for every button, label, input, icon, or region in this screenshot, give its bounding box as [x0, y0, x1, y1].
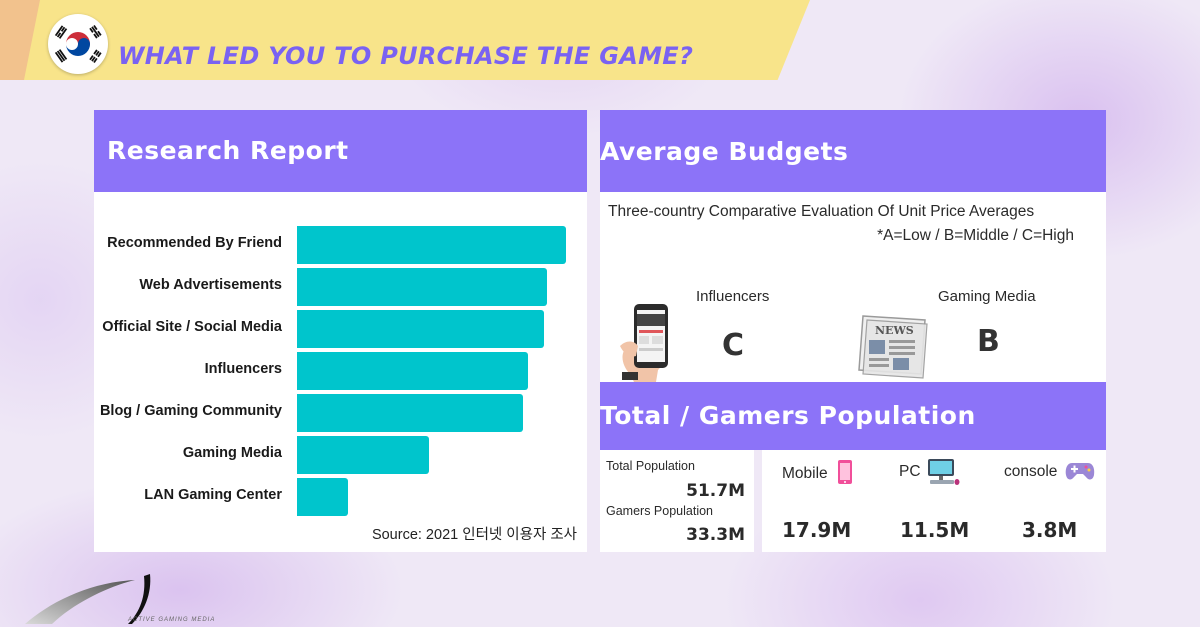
bar — [297, 436, 429, 474]
research-report-header: Research Report — [94, 110, 587, 192]
pc-label: PC — [899, 463, 921, 480]
gaming-media-label: Gaming Media — [938, 288, 1036, 305]
gaming-media-grade: B — [977, 324, 1000, 359]
influencers-label: Influencers — [696, 288, 770, 305]
average-budgets-body: Three-country Comparative Evaluation Of … — [600, 192, 1106, 382]
console-value: 3.8M — [1022, 518, 1078, 542]
smartphone-in-hand-icon — [612, 300, 678, 382]
bar — [297, 268, 548, 306]
bar-category-label: LAN Gaming Center — [144, 487, 282, 503]
mobile-phone-icon — [837, 459, 853, 485]
population-header: Total / Gamers Population — [600, 382, 1106, 450]
bar-category-label: Official Site / Social Media — [102, 319, 282, 335]
bar — [297, 478, 349, 516]
average-budgets-title: Average Budgets — [600, 137, 849, 166]
budgets-legend: *A=Low / B=Middle / C=High — [877, 227, 1074, 244]
bar-row: Gaming Media — [94, 436, 584, 474]
gamers-population-value: 33.3M — [686, 525, 745, 545]
title-band-accent — [0, 0, 40, 80]
total-population-value: 51.7M — [686, 481, 745, 501]
bar-row: Web Advertisements — [94, 268, 584, 306]
bar — [297, 394, 523, 432]
mobile-label: Mobile — [782, 465, 828, 482]
brand-name: ACTIVE GAMING MEDIA — [128, 617, 216, 623]
influencers-grade: C — [722, 328, 745, 363]
page-title: WHAT LED YOU TO PURCHASE THE GAME? — [118, 42, 694, 70]
population-platforms-card: Mobile 17.9M PC 11.5M console 3.8M — [762, 450, 1106, 552]
bar-row: Influencers — [94, 352, 584, 390]
pc-computer-icon — [926, 458, 960, 486]
bar-category-label: Influencers — [204, 361, 282, 377]
bar-row: Official Site / Social Media — [94, 310, 584, 348]
bar-row: LAN Gaming Center — [94, 478, 584, 516]
bar-chart: Recommended By Friend Web Advertisements O… — [94, 226, 587, 516]
bar-category-label: Gaming Media — [182, 445, 282, 461]
population-totals-card: Total Population 51.7M Gamers Population… — [600, 450, 754, 552]
average-budgets-header: Average Budgets — [600, 110, 1106, 192]
research-report-title: Research Report — [107, 136, 349, 165]
south-korea-flag-icon — [48, 14, 108, 74]
bar — [297, 226, 566, 264]
bar — [297, 352, 529, 390]
source-note: Source: 2021 인터넷 이용자 조사 — [371, 527, 577, 543]
population-title: Total / Gamers Population — [600, 401, 976, 430]
bar-row: Recommended By Friend — [94, 226, 584, 264]
bar-row: Blog / Gaming Community — [94, 394, 584, 432]
title-band — [0, 0, 810, 80]
bar-category-label: Blog / Gaming Community — [99, 403, 282, 419]
research-report-body: Recommended By Friend Web Advertisements O… — [94, 192, 587, 552]
gamepad-icon — [1065, 460, 1095, 482]
svg-text:NEWS: NEWS — [875, 324, 914, 337]
bar — [297, 310, 545, 348]
newspaper-icon: NEWS — [855, 310, 931, 380]
gamers-population-label: Gamers Population — [606, 504, 714, 518]
bar-category-label: Recommended By Friend — [107, 235, 282, 251]
total-population-label: Total Population — [606, 459, 695, 473]
mobile-value: 17.9M — [782, 518, 852, 542]
budgets-subtitle: Three-country Comparative Evaluation Of … — [608, 203, 1035, 220]
bar-category-label: Web Advertisements — [139, 277, 282, 293]
console-label: console — [1004, 463, 1058, 480]
brand-swoosh-logo — [20, 572, 155, 627]
pc-value: 11.5M — [900, 518, 970, 542]
